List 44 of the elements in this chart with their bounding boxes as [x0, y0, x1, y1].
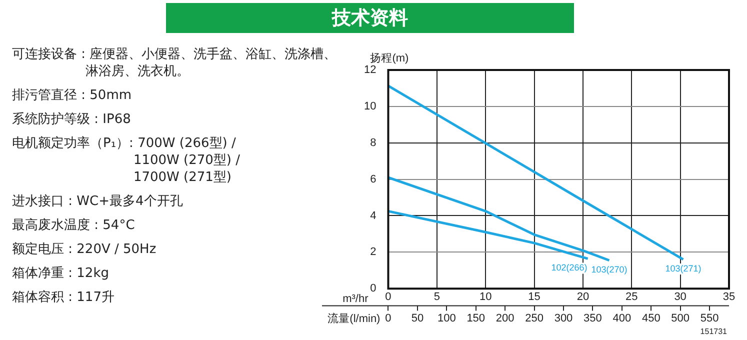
series-label: 102(266) — [551, 262, 588, 273]
series-label: 103(270) — [591, 264, 628, 274]
x-tick-label: 20 — [576, 291, 590, 304]
x-tick-label: 30 — [674, 291, 686, 304]
y-tick-label: 10 — [364, 100, 376, 112]
y-tick-label: 8 — [370, 136, 376, 149]
x2-tick-label: 450 — [642, 312, 660, 324]
x-tick-label: 5 — [434, 291, 440, 304]
text: 可连接设备 : 座便器、小便器、洗手盆、浴缸、洗涤槽、淋浴房、洗衣机。 — [12, 46, 338, 80]
x2-tick-label: 550 — [700, 312, 719, 324]
text: 排污管直径 : 50mm — [12, 87, 132, 104]
text: 进水接口 : WC+最多4个开孔 — [12, 193, 183, 210]
x2-tick-label: 400 — [612, 312, 632, 324]
series-label: 103(271) — [665, 263, 702, 274]
x2-tick-label: 250 — [525, 312, 544, 324]
text: 系统防护等级 : IP68 — [12, 111, 131, 128]
x-tick-label: 10 — [479, 291, 492, 304]
x-tick-label: 0 — [385, 291, 392, 304]
text: 最高废水温度 : 54°C — [12, 217, 135, 234]
x2-tick-label: 100 — [437, 312, 456, 324]
x2-tick-label: 0 — [385, 312, 392, 324]
x-tick-label: 15 — [528, 291, 540, 304]
y-tick-label: 2 — [370, 246, 376, 258]
x2-tick-label: 350 — [584, 312, 602, 324]
y-tick-label: 12 — [364, 64, 376, 76]
chart-title: 技术资料 — [166, 3, 574, 33]
x2-tick-label: 150 — [466, 312, 486, 324]
x2-tick-label: 200 — [496, 312, 514, 324]
text: 电机额定功率（P₁）: 700W (266型) / 1100W (270型) / 1700W (271型) — [12, 135, 240, 186]
text: 箱体净重 : 12kg — [12, 265, 109, 282]
x-tick-label: 25 — [626, 291, 638, 304]
x2-tick-label: 500 — [671, 312, 690, 324]
y-axis-title: 扬程(m) — [370, 52, 409, 65]
y-tick-label: 0 — [370, 282, 376, 295]
x2-tick-label: 300 — [554, 312, 573, 324]
y-tick-label: 6 — [370, 173, 376, 186]
x2-axis-title: 流量(l/min) — [328, 312, 380, 326]
text: 151731 — [700, 327, 728, 336]
x-tick-label: 35 — [722, 291, 736, 304]
y-tick-label: 4 — [370, 210, 376, 222]
text: 额定电压 : 220V / 50Hz — [12, 241, 156, 258]
x2-tick-label: 50 — [411, 312, 424, 324]
x-axis-title: m³/hr — [342, 292, 369, 305]
text: 箱体容积 : 117升 — [12, 289, 114, 306]
